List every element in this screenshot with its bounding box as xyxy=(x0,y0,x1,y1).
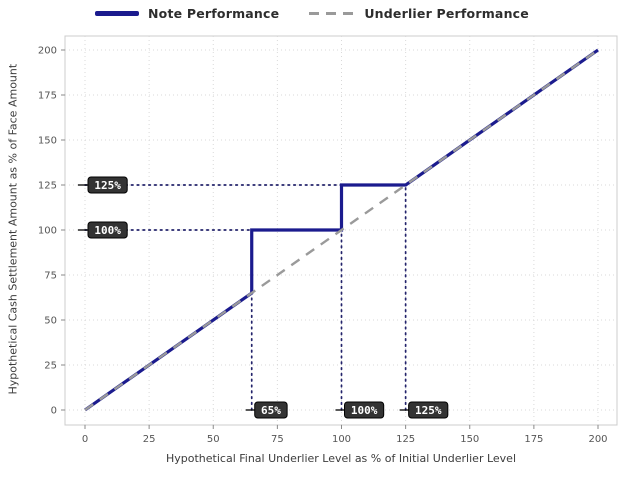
underlier-line-swatch xyxy=(309,12,356,15)
annotation-text: 125% xyxy=(415,404,442,417)
annotation-text: 100% xyxy=(94,224,121,237)
svg-text:50: 50 xyxy=(44,316,57,327)
legend-label-underlier: Underlier Performance xyxy=(364,6,529,21)
svg-text:200: 200 xyxy=(588,434,607,445)
svg-text:175: 175 xyxy=(524,434,543,445)
legend: Note Performance Underlier Performance xyxy=(0,6,624,21)
annotation-box xyxy=(254,401,288,419)
svg-text:100: 100 xyxy=(332,434,351,445)
legend-item-note: Note Performance xyxy=(95,6,279,21)
svg-text:25: 25 xyxy=(143,434,156,445)
guide-lines xyxy=(84,184,407,411)
y-axis-label: Hypothetical Cash Settlement Amount as %… xyxy=(6,63,20,395)
annotation-text: 100% xyxy=(351,404,378,417)
svg-text:50: 50 xyxy=(207,434,220,445)
svg-text:150: 150 xyxy=(460,434,479,445)
svg-text:175: 175 xyxy=(38,91,57,102)
annotation-box xyxy=(408,401,449,419)
note-line-swatch xyxy=(95,11,140,16)
tick-marks xyxy=(61,49,599,429)
svg-text:75: 75 xyxy=(44,271,57,282)
x-axis-label: Hypothetical Final Underlier Level as % … xyxy=(165,452,516,465)
legend-item-underlier: Underlier Performance xyxy=(309,6,529,21)
svg-text:75: 75 xyxy=(271,434,284,445)
annotation-box xyxy=(87,221,128,239)
svg-text:125: 125 xyxy=(396,434,415,445)
annotation-box xyxy=(344,401,385,419)
annotation-callouts: 125% 100% 65% 100% 125% xyxy=(78,176,449,419)
underlier-performance-line xyxy=(84,49,599,411)
svg-text:0: 0 xyxy=(51,406,57,417)
legend-label-note: Note Performance xyxy=(148,6,280,21)
svg-text:100: 100 xyxy=(38,226,57,237)
svg-text:125: 125 xyxy=(38,181,57,192)
svg-text:0: 0 xyxy=(82,434,88,445)
annotation-box xyxy=(87,176,128,194)
y-tick-labels: 0 25 50 75 100 125 150 175 200 xyxy=(38,46,57,417)
gridlines xyxy=(65,36,617,425)
svg-text:150: 150 xyxy=(38,136,57,147)
annotation-text: 125% xyxy=(94,179,121,192)
svg-text:200: 200 xyxy=(38,46,57,57)
annotation-text: 65% xyxy=(261,404,281,417)
svg-text:25: 25 xyxy=(44,361,57,372)
x-tick-labels: 0 25 50 75 100 125 150 175 200 xyxy=(82,434,608,445)
